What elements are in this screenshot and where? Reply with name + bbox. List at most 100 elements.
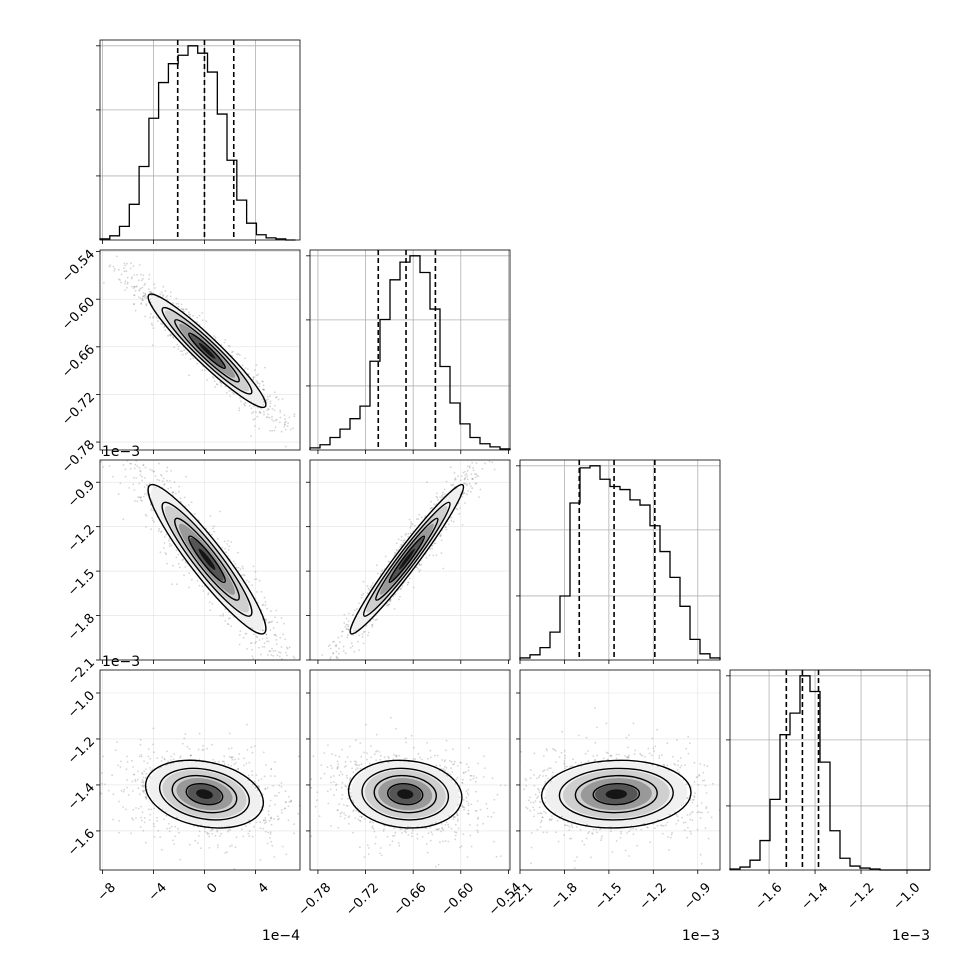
scatter-point (140, 496, 143, 498)
scatter-point (248, 822, 251, 825)
scatter-point (242, 636, 245, 639)
scatter-point (471, 477, 474, 480)
scatter-point (143, 294, 146, 297)
scatter-point (269, 400, 272, 403)
scatter-point (126, 262, 128, 265)
scatter-point (108, 465, 111, 467)
scatter-point (306, 673, 308, 675)
scatter-point (346, 636, 349, 639)
scatter-point (180, 303, 183, 306)
scatter-point (126, 283, 129, 285)
scatter-point (101, 782, 104, 785)
scatter-point (169, 334, 172, 337)
scatter-point (125, 768, 128, 771)
scatter-point (300, 653, 302, 655)
scatter-point (224, 338, 227, 341)
scatter-point (134, 780, 137, 783)
scatter-point (227, 623, 230, 626)
scatter-point (375, 564, 378, 567)
scatter-point (235, 762, 237, 764)
scatter-point (264, 819, 267, 822)
scatter-point (216, 538, 219, 540)
scatter-point (211, 833, 214, 835)
scatter-point (158, 479, 161, 482)
scatter-point (223, 540, 226, 543)
scatter-point (258, 383, 261, 385)
scatter-point (333, 672, 335, 674)
scatter-point (239, 630, 242, 632)
contour-line (349, 483, 465, 635)
panel-frame (729, 669, 931, 871)
scatter-point (168, 830, 171, 833)
scatter-point (335, 657, 338, 659)
scatter-point (415, 518, 418, 520)
scatter-point (108, 265, 111, 268)
scatter-point (315, 676, 317, 678)
scatter-point (276, 654, 279, 657)
scatter-point (233, 868, 236, 870)
scatter-point (402, 541, 405, 544)
scatter-point (472, 469, 475, 472)
scatter-point (126, 460, 129, 462)
scatter-point (166, 827, 169, 830)
contour-line (174, 319, 240, 383)
scatter-point (429, 547, 432, 550)
scatter-point (466, 469, 469, 472)
scatter-point (161, 293, 164, 296)
scatter-point (263, 775, 266, 778)
scatter-point (335, 644, 338, 646)
scatter-point (243, 764, 245, 767)
scatter-point (214, 386, 217, 388)
scatter-point (159, 322, 162, 325)
scatter-point (149, 813, 152, 816)
scatter-point (280, 782, 283, 784)
scatter-point (266, 607, 268, 610)
scatter-point (163, 542, 166, 544)
scatter-point (393, 608, 396, 610)
scatter-point (270, 768, 273, 770)
scatter-point (261, 604, 264, 607)
pair-panel-0-3 (96, 669, 301, 874)
scatter-point (137, 496, 140, 499)
scatter-point (244, 367, 247, 369)
scatter-point (271, 418, 273, 421)
scatter-point (215, 383, 218, 385)
scatter-point (175, 556, 178, 559)
scatter-point (144, 294, 147, 297)
scatter-point (329, 658, 331, 660)
scatter-point (179, 350, 182, 352)
scatter-point (274, 404, 276, 407)
scatter-point (237, 767, 239, 770)
scatter-point (145, 526, 147, 528)
scatter-point (323, 690, 325, 692)
scatter-point (242, 835, 245, 838)
scatter-point (134, 309, 137, 312)
pair-panel-1-2 (300, 459, 511, 692)
scatter-point (370, 503, 372, 505)
scatter-point (201, 312, 204, 314)
scatter-point (450, 519, 453, 522)
scatter-point (474, 473, 476, 475)
diagonal-panel-3 (726, 669, 931, 874)
scatter-point (335, 650, 338, 653)
scatter-point (166, 750, 168, 753)
scatter-point (270, 817, 273, 820)
scatter-point (211, 602, 214, 605)
scatter-point (264, 604, 267, 607)
scatter-point (237, 353, 240, 355)
scatter-point (137, 279, 140, 282)
scatter-point (150, 294, 153, 297)
scatter-point (259, 412, 262, 414)
scatter-point (138, 496, 141, 498)
scatter-point (259, 411, 262, 414)
scatter-point (466, 493, 468, 496)
scatter-point (347, 625, 350, 628)
scatter-point (202, 744, 204, 747)
scatter-point (443, 488, 446, 491)
scatter-point (461, 495, 464, 498)
scatter-point (244, 402, 247, 404)
scatter-point (360, 594, 363, 597)
scatter-point (133, 476, 135, 479)
scatter-point (166, 295, 169, 297)
scatter-point (148, 278, 150, 280)
